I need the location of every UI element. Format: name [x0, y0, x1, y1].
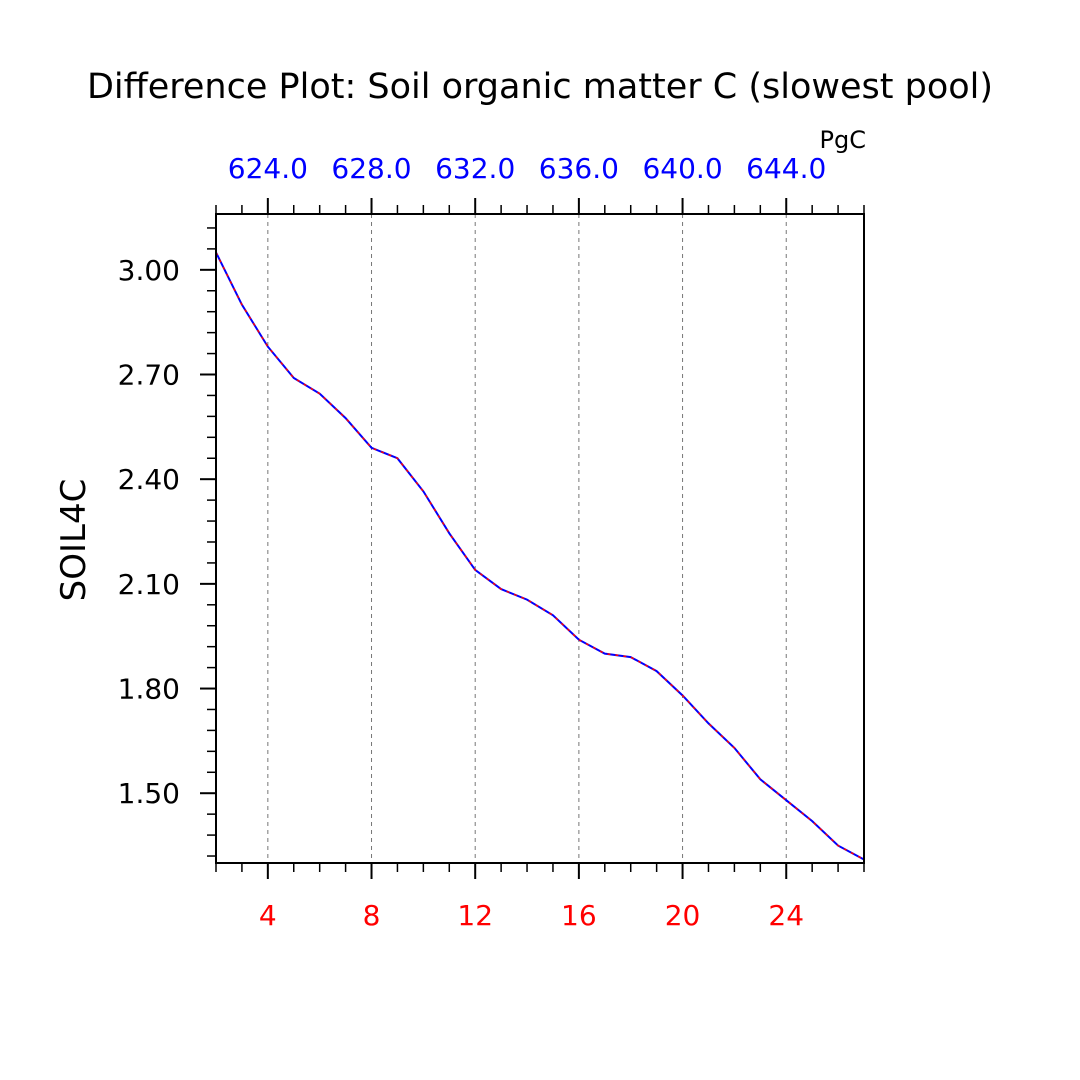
y-tick-label: 2.70 — [118, 359, 180, 392]
top-tick-label: 640.0 — [642, 152, 722, 185]
top-axis-units: PgC — [820, 126, 866, 154]
top-tick-label: 624.0 — [228, 152, 308, 185]
top-tick-label: 644.0 — [746, 152, 826, 185]
tick-labels: 4 8 12 16 20 24 624.0 628.0 632.0 636.0 640.0 644.0… — [118, 152, 827, 932]
y-tick-label: 2.10 — [118, 568, 180, 601]
top-tick-label: 632.0 — [435, 152, 515, 185]
y-tick-label: 3.00 — [118, 254, 180, 287]
y-tick-label: 1.50 — [118, 777, 180, 810]
plot-frame — [215, 213, 865, 864]
top-tick-label: 628.0 — [331, 152, 411, 185]
axis-ticks — [200, 198, 865, 879]
x-tick-label: 24 — [768, 899, 804, 932]
x-tick-label: 20 — [665, 899, 701, 932]
y-tick-label: 2.40 — [118, 463, 180, 496]
y-tick-label: 1.80 — [118, 673, 180, 706]
top-tick-label: 636.0 — [539, 152, 619, 185]
chart-title: Difference Plot: Soil organic matter C (… — [87, 67, 993, 107]
series-line-blue — [215, 251, 865, 861]
x-tick-label: 12 — [457, 899, 493, 932]
x-tick-label: 8 — [363, 899, 381, 932]
series-lines — [215, 251, 865, 861]
series-line-red — [215, 252, 865, 861]
grid-lines — [267, 214, 787, 863]
x-tick-label: 16 — [561, 899, 597, 932]
y-axis-label: SOIL4C — [54, 479, 94, 602]
x-tick-label: 4 — [259, 899, 277, 932]
